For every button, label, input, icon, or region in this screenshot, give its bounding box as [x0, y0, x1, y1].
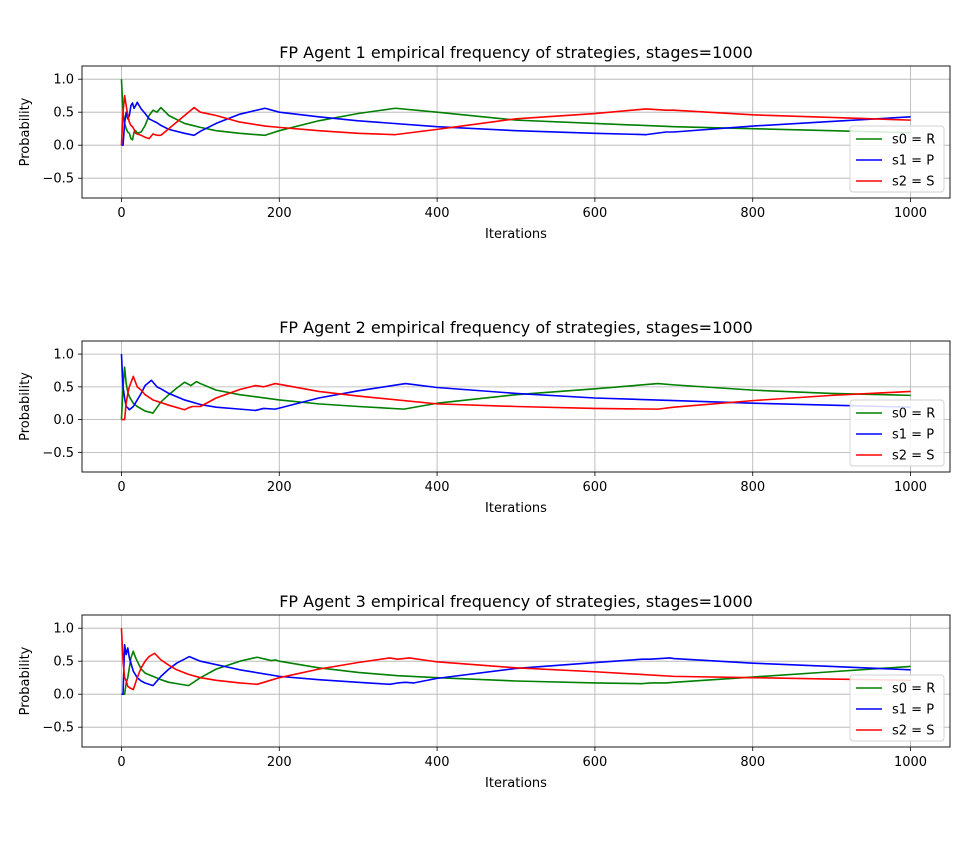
- legend-entry-label: s1 = P: [892, 428, 934, 443]
- y-tick-label: 1.0: [53, 348, 74, 363]
- y-axis-label: Probability: [18, 646, 33, 715]
- y-tick-label: 0.5: [53, 106, 74, 121]
- x-tick-label: 200: [267, 206, 292, 221]
- legend-box: [849, 399, 945, 467]
- y-axis-label: Probability: [18, 372, 33, 441]
- y-tick-label: 0.0: [53, 688, 74, 703]
- y-tick-label: 1.0: [53, 622, 74, 637]
- x-tick-label: 0: [117, 206, 125, 221]
- y-axis-label: Probability: [18, 97, 33, 166]
- plot-frame: [81, 614, 951, 748]
- series-line-s0: [120, 79, 911, 141]
- legend: s0 = R s1 = P s2 = S: [849, 674, 945, 742]
- x-tick-label: 400: [425, 480, 450, 495]
- series-line-s2: [121, 375, 911, 421]
- x-tick-label: 400: [425, 755, 450, 770]
- x-tick-label: 200: [267, 480, 292, 495]
- legend-entry-label: s1 = P: [892, 154, 934, 169]
- series-line-s0: [121, 650, 911, 696]
- legend-entry-label: s0 = R: [892, 682, 935, 697]
- plot-frame: [81, 65, 951, 199]
- y-tick-label: −0.5: [42, 446, 74, 461]
- series-line-s2: [120, 94, 911, 146]
- x-tick-label: 400: [425, 206, 450, 221]
- series-line-s1: [121, 101, 911, 146]
- chart-panel-1: 0 200 400 600 800 1000 −0.5 0.0 0.5 1.0 FP Agent 1…: [18, 43, 951, 242]
- y-tick-label: −0.5: [42, 721, 74, 736]
- y-tick-label: 1.0: [53, 73, 74, 88]
- y-tick-label: −0.5: [42, 172, 74, 187]
- series-line-s2: [120, 628, 911, 691]
- x-tick-label: 1000: [894, 480, 927, 495]
- x-tick-label: 0: [117, 755, 125, 770]
- series-line-s0: [120, 366, 911, 420]
- legend-entry-label: s0 = R: [892, 407, 935, 422]
- x-tick-label: 800: [740, 755, 765, 770]
- x-axis-label: Iterations: [485, 501, 547, 516]
- y-tick-label: 0.0: [53, 139, 74, 154]
- legend-entry-label: s1 = P: [892, 703, 934, 718]
- legend-entry-label: s2 = S: [892, 449, 934, 464]
- x-axis-label: Iterations: [485, 227, 547, 242]
- chart-title: FP Agent 2 empirical frequency of strate…: [279, 318, 753, 337]
- legend-entry-label: s2 = S: [892, 724, 934, 739]
- x-tick-label: 600: [582, 755, 607, 770]
- y-tick-label: 0.0: [53, 413, 74, 428]
- legend-entry-label: s0 = R: [892, 133, 935, 148]
- x-axis-label: Iterations: [485, 776, 547, 791]
- plot-frame: [81, 340, 951, 473]
- legend: s0 = R s1 = P s2 = S: [849, 125, 945, 193]
- legend: s0 = R s1 = P s2 = S: [849, 399, 945, 467]
- x-tick-label: 600: [582, 206, 607, 221]
- y-tick-label: 0.5: [53, 655, 74, 670]
- legend-entry-label: s2 = S: [892, 175, 934, 190]
- x-tick-label: 600: [582, 480, 607, 495]
- x-tick-label: 1000: [894, 755, 927, 770]
- x-tick-label: 200: [267, 755, 292, 770]
- series-line-s1: [121, 643, 911, 696]
- chart-title: FP Agent 1 empirical frequency of strate…: [279, 43, 753, 62]
- chart-title: FP Agent 3 empirical frequency of strate…: [279, 592, 753, 611]
- x-tick-label: 800: [740, 206, 765, 221]
- y-tick-label: 0.5: [53, 380, 74, 395]
- chart-panel-2: 0 200 400 600 800 1000 −0.5 0.0 0.5 1.0 FP Agent 2…: [18, 318, 951, 516]
- x-tick-label: 0: [117, 480, 125, 495]
- legend-box: [849, 125, 945, 193]
- series-line-s1: [120, 354, 911, 412]
- x-tick-label: 800: [740, 480, 765, 495]
- legend-box: [849, 674, 945, 742]
- x-tick-label: 1000: [894, 206, 927, 221]
- chart-panel-3: 0 200 400 600 800 1000 −0.5 0.0 0.5 1.0 FP Agent 3…: [18, 592, 951, 791]
